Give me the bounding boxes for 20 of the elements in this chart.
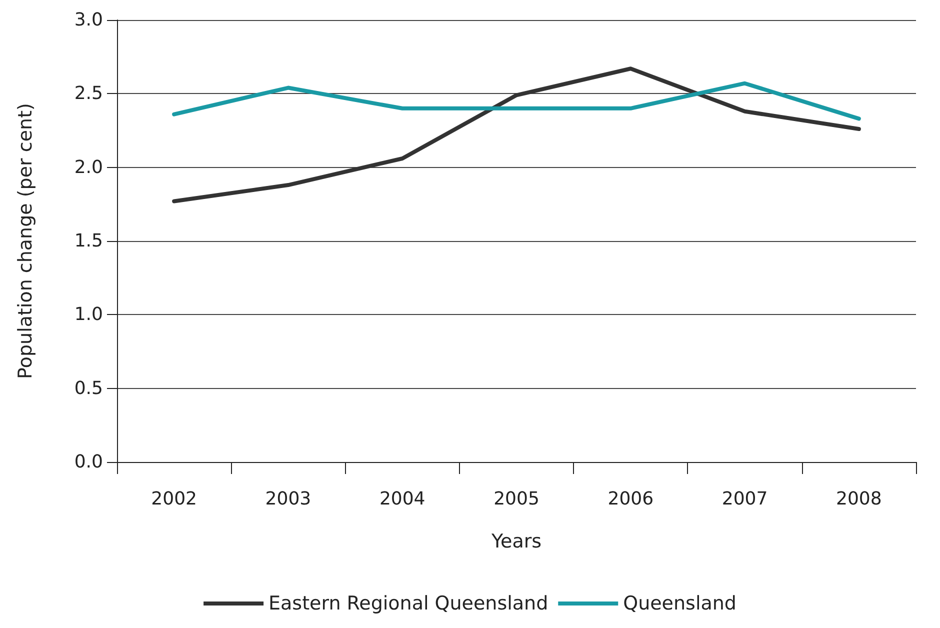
y-tick-label: 2.5: [74, 83, 103, 104]
y-tick-label: 1.0: [74, 304, 103, 326]
x-tick-label: 2006: [608, 488, 654, 510]
legend-label: Eastern Regional Queensland: [268, 592, 548, 614]
legend-label: Queensland: [623, 592, 736, 614]
x-tick-label: 2008: [836, 488, 882, 510]
x-tick-label: 2004: [379, 488, 426, 510]
x-axis-title: Years: [490, 530, 542, 552]
y-tick-label: 2.0: [74, 156, 103, 178]
x-tick-label: 2002: [151, 488, 197, 510]
y-axis-title: Population change (per cent): [14, 103, 36, 379]
x-tick-label: 2005: [494, 488, 540, 510]
y-tick-label: 0.0: [74, 452, 103, 472]
x-tick-label: 2007: [722, 488, 768, 510]
line-series: [172, 66, 861, 204]
y-tick-label: 3.0: [74, 10, 103, 30]
y-tick-label: 1.5: [74, 230, 103, 252]
y-tick-label: 0.5: [74, 378, 103, 399]
x-tick-label: 2003: [265, 488, 312, 510]
line-series: [172, 81, 861, 121]
